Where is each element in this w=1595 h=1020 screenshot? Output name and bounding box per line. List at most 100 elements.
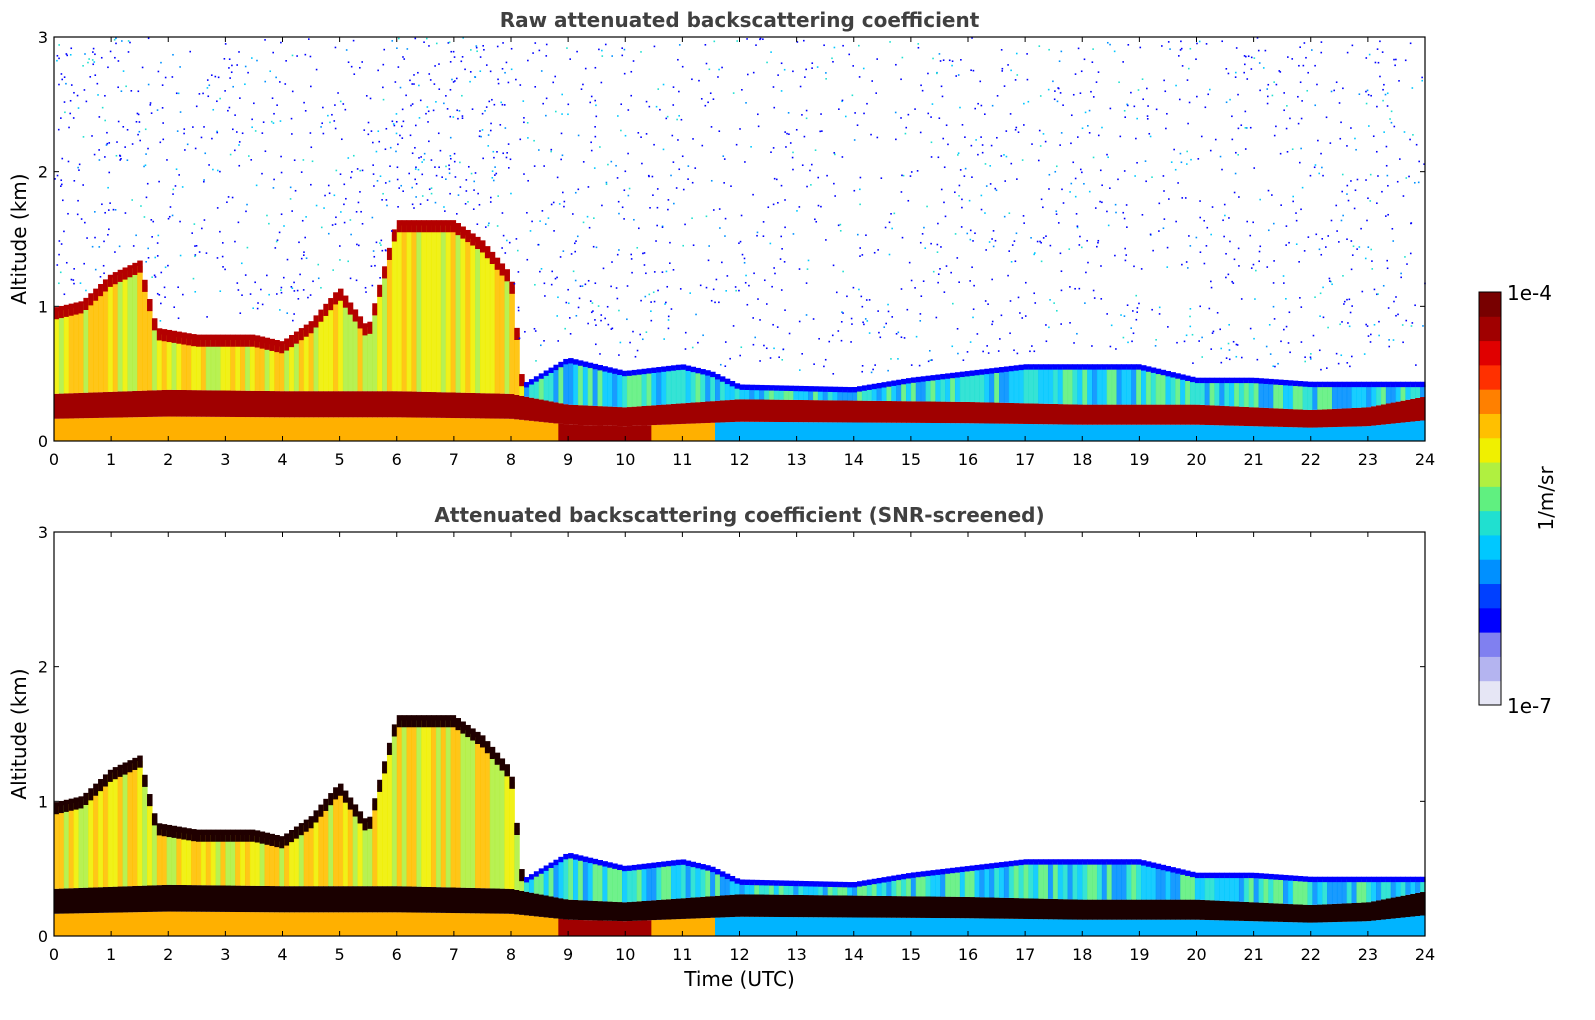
layer-top-cell bbox=[959, 866, 966, 873]
layer-top-cell bbox=[871, 383, 878, 390]
surface-layer-cell bbox=[499, 913, 506, 936]
noise-speckle bbox=[145, 260, 147, 263]
layer-top-cell bbox=[401, 220, 408, 233]
layer-top-cell bbox=[832, 881, 839, 888]
noise-speckle bbox=[524, 330, 526, 333]
noise-speckle bbox=[280, 155, 282, 158]
residual-layer-cell bbox=[661, 369, 667, 405]
noise-speckle bbox=[1298, 64, 1300, 67]
layer-top-cell bbox=[191, 334, 197, 347]
noise-speckle bbox=[1097, 134, 1100, 137]
noise-speckle bbox=[1069, 286, 1071, 288]
residual-layer-cell bbox=[68, 309, 75, 394]
noise-speckle bbox=[618, 354, 620, 356]
noise-speckle bbox=[1405, 177, 1408, 179]
residual-layer-cell bbox=[142, 780, 148, 886]
noise-speckle bbox=[61, 78, 64, 81]
surface-layer-cell bbox=[1096, 919, 1103, 936]
noise-speckle bbox=[819, 130, 821, 133]
noise-speckle bbox=[1367, 246, 1370, 248]
noise-speckle bbox=[787, 112, 790, 114]
layer-top-cell bbox=[876, 877, 883, 884]
noise-speckle bbox=[689, 292, 692, 294]
noise-speckle bbox=[738, 289, 740, 292]
noise-speckle bbox=[1365, 102, 1368, 105]
noise-speckle bbox=[1389, 118, 1391, 120]
noise-speckle bbox=[837, 224, 840, 227]
surface-layer-cell bbox=[1366, 426, 1372, 441]
noise-speckle bbox=[1285, 325, 1288, 328]
noise-speckle bbox=[337, 92, 339, 94]
residual-layer-cell bbox=[279, 841, 285, 887]
noise-speckle bbox=[930, 242, 932, 245]
noise-speckle bbox=[556, 315, 559, 317]
residual-layer-cell bbox=[489, 752, 496, 889]
noise-speckle bbox=[691, 181, 694, 184]
surface-layer-cell bbox=[1170, 919, 1176, 936]
noise-speckle bbox=[481, 112, 484, 115]
surface-layer-cell bbox=[416, 912, 422, 936]
boundary-layer-cell bbox=[759, 399, 765, 422]
layer-top-cell bbox=[886, 876, 892, 882]
residual-layer-cell bbox=[1410, 384, 1416, 399]
surface-layer-cell bbox=[1057, 919, 1064, 936]
residual-layer-cell bbox=[1229, 380, 1235, 407]
noise-speckle bbox=[616, 297, 619, 300]
noise-speckle bbox=[1279, 71, 1282, 73]
boundary-layer-cell bbox=[670, 403, 677, 425]
noise-speckle bbox=[1250, 267, 1253, 269]
surface-layer-cell bbox=[1106, 424, 1113, 441]
noise-speckle bbox=[1056, 309, 1058, 312]
noise-speckle bbox=[78, 169, 80, 171]
surface-layer-cell bbox=[411, 417, 417, 441]
noise-speckle bbox=[457, 194, 460, 196]
surface-layer-cell bbox=[1136, 919, 1142, 936]
noise-speckle bbox=[905, 126, 908, 129]
surface-layer-cell bbox=[450, 913, 457, 936]
noise-speckle bbox=[1322, 286, 1324, 289]
noise-speckle bbox=[969, 238, 972, 241]
layer-top-cell bbox=[710, 371, 716, 378]
residual-layer-cell bbox=[1136, 861, 1142, 900]
residual-layer-cell bbox=[808, 388, 814, 401]
noise-speckle bbox=[1106, 41, 1109, 44]
noise-speckle bbox=[254, 130, 257, 132]
surface-layer-cell bbox=[1297, 427, 1304, 441]
residual-layer-cell bbox=[1351, 384, 1358, 408]
noise-speckle bbox=[1243, 71, 1245, 74]
residual-layer-cell bbox=[484, 746, 491, 889]
surface-layer-cell bbox=[602, 920, 608, 936]
noise-speckle bbox=[624, 170, 627, 173]
noise-speckle bbox=[137, 133, 139, 136]
x-tick-label: 2 bbox=[163, 450, 173, 469]
layer-top-cell bbox=[866, 384, 873, 390]
boundary-layer-cell bbox=[866, 895, 873, 918]
boundary-layer-cell bbox=[426, 391, 432, 418]
boundary-layer-cell bbox=[1116, 404, 1123, 425]
surface-layer-cell bbox=[1194, 919, 1201, 936]
boundary-layer-cell bbox=[959, 401, 966, 424]
noise-speckle bbox=[1216, 311, 1219, 314]
noise-speckle bbox=[1223, 235, 1225, 238]
layer-top-cell bbox=[1047, 364, 1054, 370]
boundary-layer-cell bbox=[1038, 898, 1044, 920]
noise-speckle bbox=[327, 114, 329, 117]
noise-speckle bbox=[293, 281, 295, 284]
noise-speckle bbox=[991, 104, 994, 107]
noise-speckle bbox=[1333, 89, 1335, 92]
surface-layer-cell bbox=[475, 418, 481, 441]
residual-layer-cell bbox=[191, 834, 197, 886]
noise-speckle bbox=[1330, 219, 1333, 222]
x-tick-label: 23 bbox=[1358, 945, 1378, 964]
layer-top-cell bbox=[83, 297, 89, 310]
layer-top-cell bbox=[959, 371, 966, 378]
noise-speckle bbox=[275, 240, 278, 243]
residual-layer-cell bbox=[984, 371, 990, 403]
surface-layer-cell bbox=[1062, 919, 1069, 936]
noise-speckle bbox=[516, 249, 519, 252]
noise-speckle bbox=[350, 233, 352, 236]
noise-speckle bbox=[1322, 316, 1325, 319]
layer-top-cell bbox=[612, 368, 618, 374]
boundary-layer-cell bbox=[1131, 404, 1137, 425]
boundary-layer-cell bbox=[1003, 897, 1010, 919]
